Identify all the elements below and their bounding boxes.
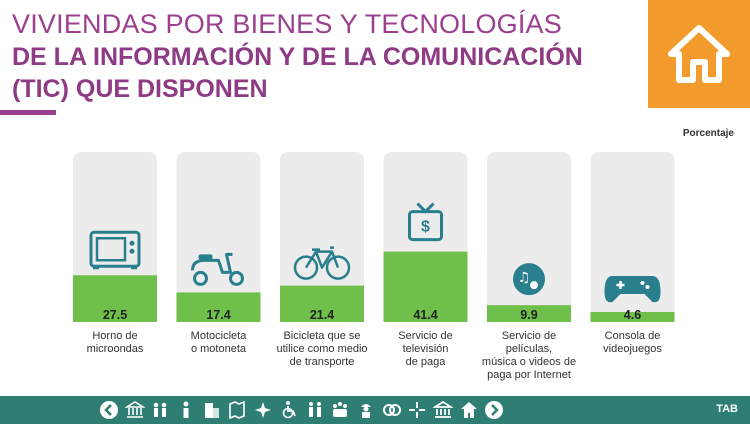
bar [176, 292, 261, 322]
category-label: Consola de videojuegos [603, 330, 662, 355]
home-icon [668, 25, 730, 83]
category-label: Horno de microondas [86, 330, 144, 355]
bank-icon[interactable] [432, 399, 454, 421]
bar [73, 275, 157, 322]
category-label: Servicio de televisión de paga [398, 330, 453, 368]
bar-value-label: 4.6 [624, 308, 641, 322]
scooter-icon [191, 252, 244, 286]
group-icon[interactable] [329, 399, 351, 421]
category-label: Motocicleta o motoneta [190, 330, 247, 355]
bar-background [487, 152, 571, 322]
bar-background [280, 152, 364, 322]
bar-value-label: 9.9 [520, 308, 537, 322]
compass-icon[interactable] [252, 399, 274, 421]
title-underline [0, 110, 56, 115]
home-badge[interactable] [648, 0, 750, 108]
bicycle-icon [293, 246, 351, 280]
footer-nav: TAB [0, 396, 750, 424]
microwave-icon [89, 230, 141, 270]
title-line-3: (TIC) QUE DISPONEN [12, 75, 268, 103]
home-icon[interactable] [458, 399, 480, 421]
unit-label: Porcentaje [682, 128, 734, 139]
svg-text:$: $ [421, 219, 430, 236]
bar-background [590, 152, 675, 322]
bar-background [176, 152, 261, 322]
page-title: VIVIENDAS POR BIENES Y TECNOLOGÍAS DE LA… [12, 8, 622, 105]
tab-label[interactable]: TAB [716, 403, 738, 415]
spark-icon[interactable] [406, 399, 428, 421]
map-icon[interactable] [226, 399, 248, 421]
bar-value-label: 17.4 [206, 308, 230, 322]
music-icon: ♫ [513, 263, 545, 296]
bar-chart: 27.5 17.4 21.4 41.4 $9.9 ♫ 4.6 [73, 152, 675, 322]
gamepad-icon [604, 276, 661, 303]
bar-value-label: 41.4 [413, 308, 437, 322]
worker-icon[interactable] [355, 399, 377, 421]
footer-icon-row [98, 399, 509, 421]
person-icon[interactable] [175, 399, 197, 421]
category-label: Bicicleta que se utilice como medio de tra… [276, 330, 368, 368]
people-icon[interactable] [149, 399, 171, 421]
bar [280, 285, 364, 322]
bar [383, 251, 468, 322]
bar-value-label: 21.4 [310, 308, 334, 322]
wheelchair-icon[interactable] [278, 399, 300, 421]
family-icon[interactable] [304, 399, 326, 421]
bar [590, 312, 675, 322]
building-icon[interactable] [201, 399, 223, 421]
bar-value-label: 27.5 [103, 308, 127, 322]
svg-text:♫: ♫ [518, 270, 531, 286]
forward-arrow-icon[interactable] [483, 399, 505, 421]
bar [487, 305, 571, 322]
museum-icon[interactable] [124, 399, 146, 421]
title-line-2: DE LA INFORMACIÓN Y DE LA COMUNICACIÓN [12, 43, 583, 71]
title-line-1: VIVIENDAS POR BIENES Y TECNOLOGÍAS [12, 9, 562, 39]
tv-icon: $ [408, 202, 443, 242]
back-arrow-icon[interactable] [98, 399, 120, 421]
category-label: Servicio de películas, música o videos de p… [481, 330, 577, 381]
rings-icon[interactable] [381, 399, 403, 421]
